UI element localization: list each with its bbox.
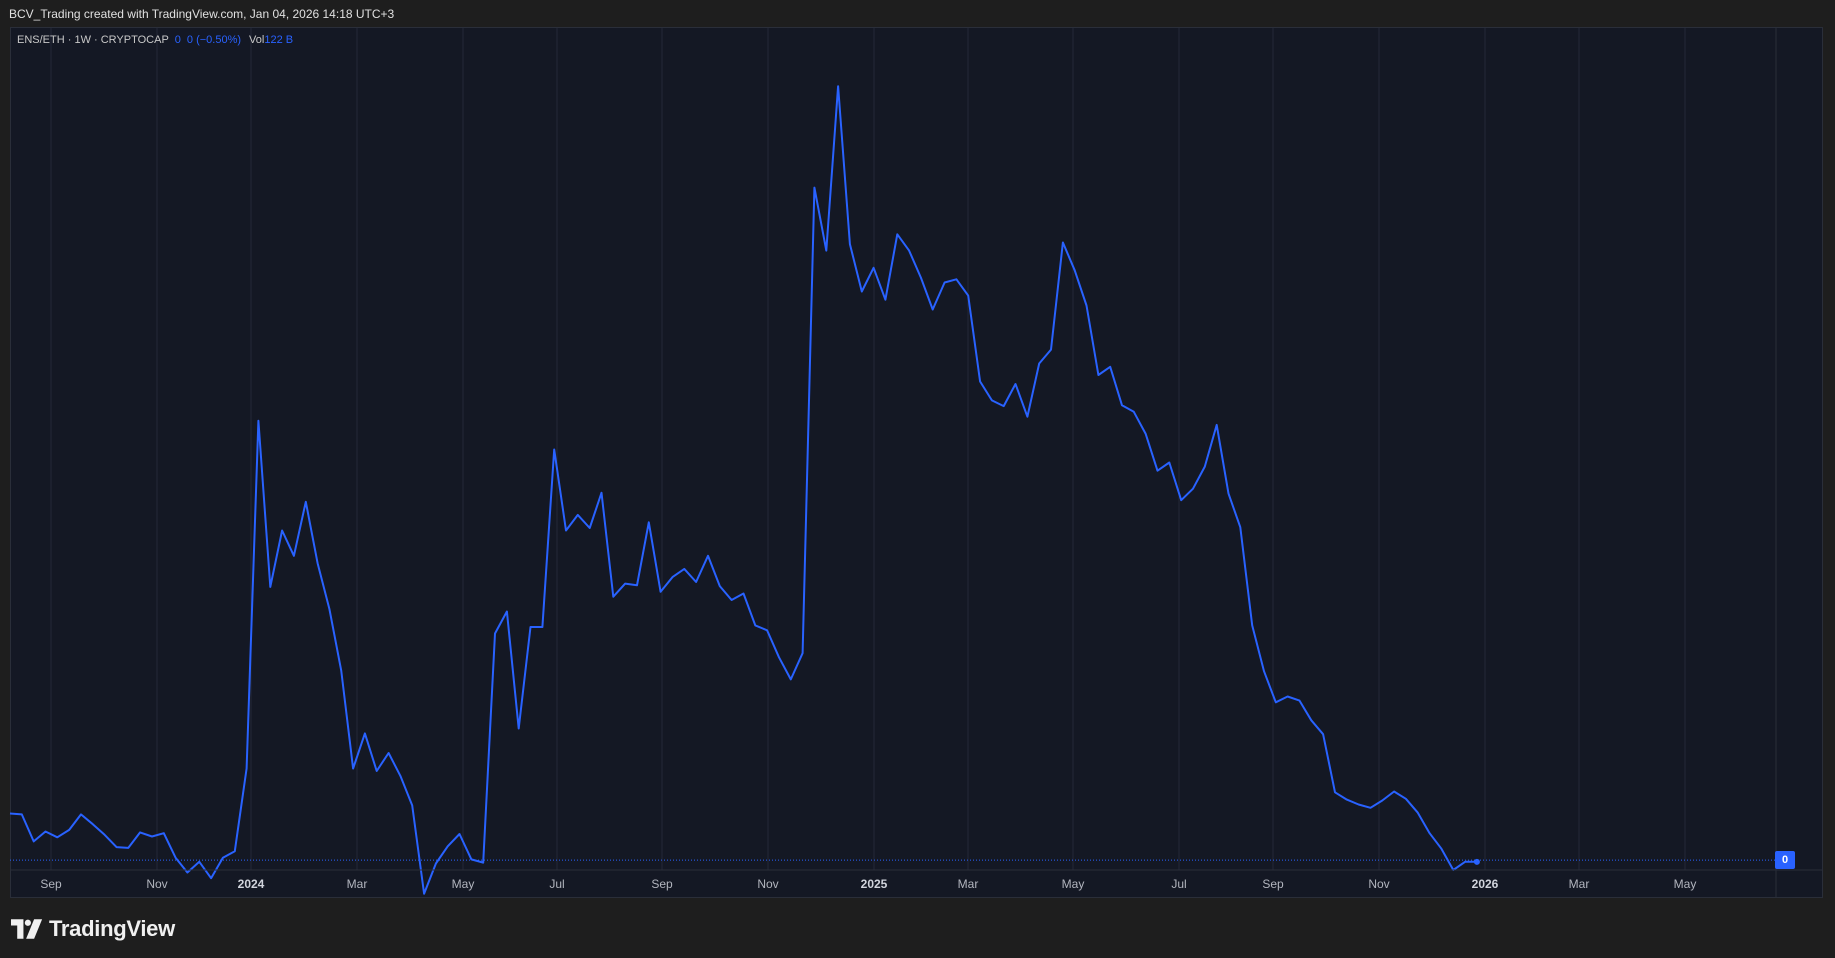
legend-change: 0 (−0.50%) bbox=[186, 34, 242, 46]
x-tick-label: Jul bbox=[549, 877, 564, 891]
x-tick-label: Mar bbox=[1569, 877, 1590, 891]
x-tick-label: Sep bbox=[40, 877, 62, 891]
x-tick-label: Jul bbox=[1171, 877, 1186, 891]
x-tick-label: 2026 bbox=[1472, 877, 1499, 891]
symbol-label[interactable]: ENS/ETH · 1W · CRYPTOCAP bbox=[17, 34, 169, 46]
chart-grid bbox=[50, 28, 1686, 870]
time-axis[interactable]: Sep Nov 2024 Mar May Jul Sep Nov 2025 Mar May Jul Se… bbox=[40, 877, 1696, 891]
chart-pane[interactable] bbox=[10, 27, 1823, 898]
x-tick-label: Mar bbox=[958, 877, 979, 891]
x-tick-label: 2025 bbox=[861, 877, 888, 891]
brand-name: TradingView bbox=[49, 916, 175, 941]
x-tick-label: 2024 bbox=[238, 877, 265, 891]
x-tick-label: May bbox=[1062, 877, 1085, 891]
x-tick-label: Mar bbox=[347, 877, 368, 891]
x-tick-label: Nov bbox=[757, 877, 778, 891]
x-tick-label: Nov bbox=[146, 877, 167, 891]
last-price-dot bbox=[1473, 858, 1480, 865]
x-tick-label: Sep bbox=[1262, 877, 1284, 891]
chart-legend[interactable]: ENS/ETH · 1W · CRYPTOCAP 0 0 (−0.50%) Vo… bbox=[17, 34, 293, 46]
x-tick-label: May bbox=[452, 877, 475, 891]
attribution-text: BCV_Trading created with TradingView.com… bbox=[9, 7, 395, 21]
series-line-ens-eth bbox=[9, 85, 1477, 895]
tradingview-logo[interactable]: TradingView bbox=[11, 914, 175, 944]
x-tick-label: May bbox=[1674, 877, 1697, 891]
legend-value: 0 bbox=[174, 34, 181, 46]
attribution-bar: BCV_Trading created with TradingView.com… bbox=[0, 0, 1835, 28]
tradingview-logo-icon bbox=[11, 919, 43, 939]
last-price-badge: 0 bbox=[1775, 851, 1795, 870]
volume-label: Vol bbox=[249, 34, 265, 46]
x-tick-label: Sep bbox=[651, 877, 673, 891]
volume-value: 122 B bbox=[264, 34, 294, 46]
x-tick-label: Nov bbox=[1368, 877, 1389, 891]
